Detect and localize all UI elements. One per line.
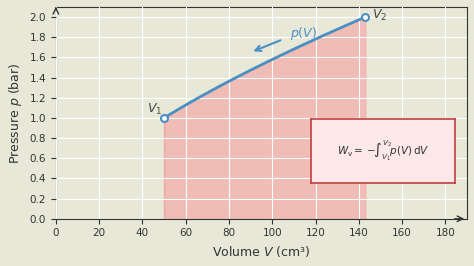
- Y-axis label: Pressure $p$ (bar): Pressure $p$ (bar): [7, 62, 24, 164]
- X-axis label: Volume $V$ (cm³): Volume $V$ (cm³): [212, 244, 311, 259]
- Text: $V_1$: $V_1$: [147, 102, 162, 117]
- Text: $V_2$: $V_2$: [372, 8, 387, 23]
- Text: $p(V)$: $p(V)$: [290, 25, 317, 42]
